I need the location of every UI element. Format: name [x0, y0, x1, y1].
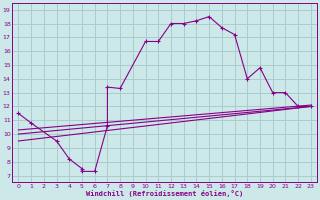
X-axis label: Windchill (Refroidissement éolien,°C): Windchill (Refroidissement éolien,°C)	[86, 190, 243, 197]
